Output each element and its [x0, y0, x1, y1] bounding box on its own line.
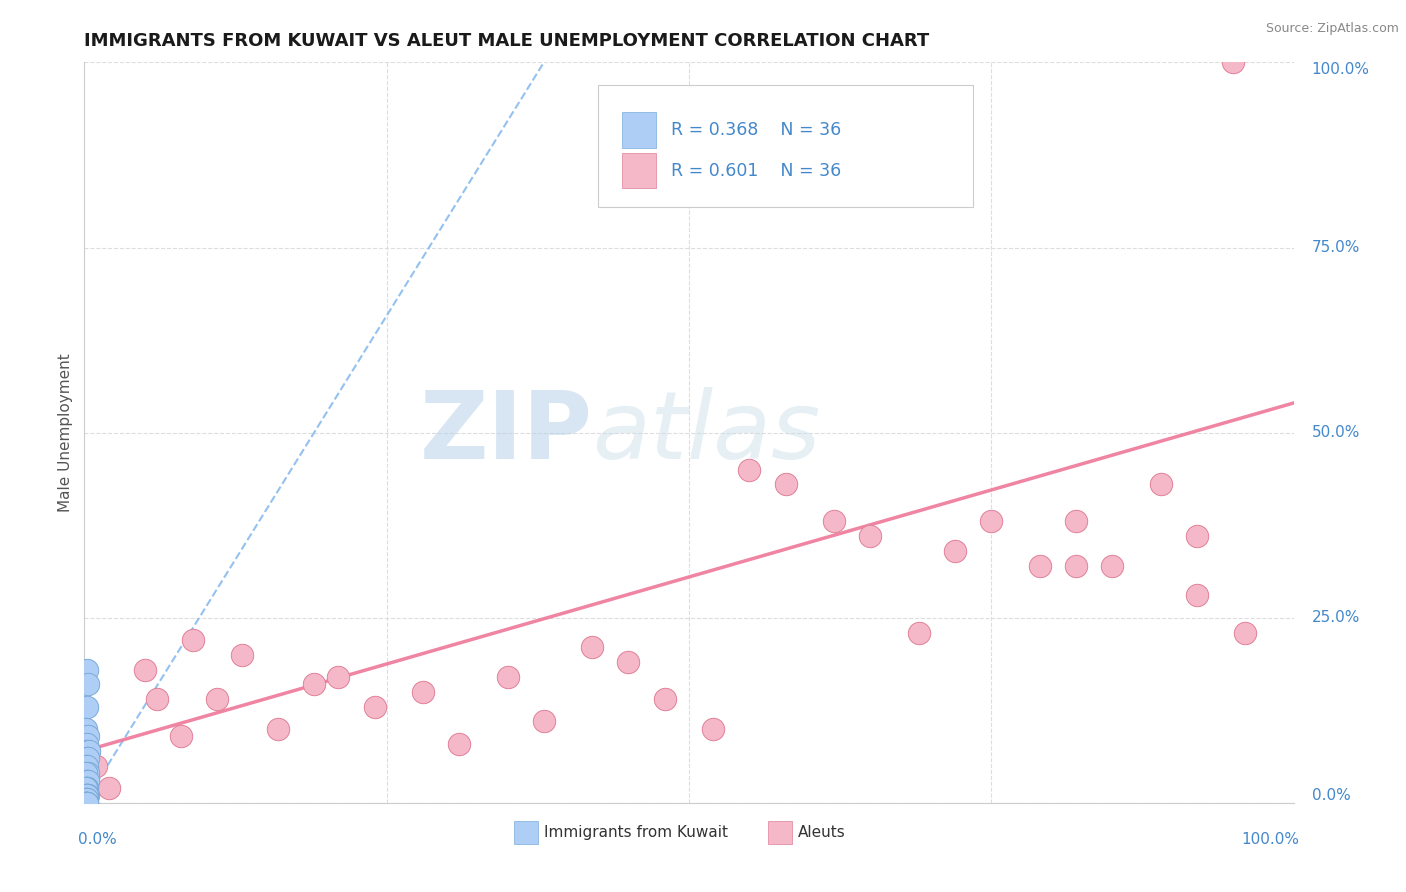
Point: [654, 692, 676, 706]
Text: ZIP: ZIP: [419, 386, 592, 479]
Text: atlas: atlas: [592, 387, 821, 478]
Point: [859, 529, 882, 543]
Text: Immigrants from Kuwait: Immigrants from Kuwait: [544, 825, 728, 840]
Point: [823, 515, 845, 529]
Point: [76, 792, 98, 806]
Point: [76, 773, 98, 788]
Point: [76, 796, 98, 810]
Point: [449, 737, 471, 751]
Point: [496, 670, 519, 684]
Point: [97, 780, 120, 795]
Y-axis label: Male Unemployment: Male Unemployment: [58, 353, 73, 512]
Point: [75, 722, 97, 736]
Point: [943, 544, 966, 558]
Point: [75, 758, 97, 772]
Point: [77, 729, 100, 743]
Point: [181, 632, 204, 647]
Point: [267, 722, 290, 736]
Text: 75.0%: 75.0%: [1312, 240, 1360, 255]
Text: 0.0%: 0.0%: [1312, 788, 1350, 803]
Point: [75, 789, 97, 803]
Point: [76, 758, 98, 772]
Point: [1185, 589, 1208, 603]
Point: [77, 766, 100, 780]
Point: [980, 515, 1002, 529]
Point: [76, 789, 98, 803]
Point: [363, 699, 385, 714]
Point: [76, 796, 98, 810]
Point: [702, 722, 724, 736]
Point: [1028, 558, 1050, 573]
Text: R = 0.368    N = 36: R = 0.368 N = 36: [671, 120, 841, 139]
Text: 0.0%: 0.0%: [79, 832, 117, 847]
Point: [146, 692, 169, 706]
Point: [76, 792, 98, 806]
Point: [1101, 558, 1123, 573]
Point: [1185, 529, 1208, 543]
Point: [76, 796, 98, 810]
Point: [907, 625, 929, 640]
Point: [76, 780, 98, 795]
Text: IMMIGRANTS FROM KUWAIT VS ALEUT MALE UNEMPLOYMENT CORRELATION CHART: IMMIGRANTS FROM KUWAIT VS ALEUT MALE UNE…: [84, 32, 929, 50]
Point: [77, 789, 100, 803]
Point: [775, 477, 797, 491]
Point: [76, 751, 98, 765]
Point: [77, 773, 100, 788]
Point: [1064, 558, 1087, 573]
Point: [75, 744, 97, 758]
Point: [617, 655, 640, 669]
Point: [75, 796, 97, 810]
Point: [76, 663, 98, 677]
Point: [134, 663, 156, 677]
Bar: [623, 153, 657, 188]
Point: [77, 677, 100, 691]
Point: [75, 789, 97, 803]
Text: Source: ZipAtlas.com: Source: ZipAtlas.com: [1265, 22, 1399, 36]
Text: 100.0%: 100.0%: [1241, 832, 1299, 847]
Point: [328, 670, 350, 684]
Point: [1064, 515, 1087, 529]
Text: 25.0%: 25.0%: [1312, 610, 1360, 625]
Point: [1222, 55, 1244, 70]
Point: [231, 648, 253, 662]
Point: [76, 699, 98, 714]
Point: [77, 751, 100, 765]
Text: 50.0%: 50.0%: [1312, 425, 1360, 440]
Point: [1234, 625, 1257, 640]
Bar: [513, 822, 538, 844]
Point: [75, 796, 97, 810]
Point: [75, 766, 97, 780]
Bar: [623, 112, 657, 147]
Point: [75, 796, 97, 810]
Bar: [768, 822, 792, 844]
Point: [581, 640, 603, 655]
Point: [1149, 477, 1171, 491]
Point: [77, 744, 100, 758]
Point: [75, 780, 97, 795]
FancyBboxPatch shape: [599, 85, 973, 207]
Point: [75, 773, 97, 788]
Point: [75, 792, 97, 806]
Point: [412, 685, 434, 699]
Point: [170, 729, 193, 743]
Point: [738, 462, 761, 476]
Point: [533, 714, 555, 729]
Text: 100.0%: 100.0%: [1312, 62, 1369, 78]
Point: [75, 780, 97, 795]
Point: [76, 780, 98, 795]
Point: [76, 737, 98, 751]
Point: [76, 789, 98, 803]
Point: [75, 792, 97, 806]
Text: Aleuts: Aleuts: [797, 825, 845, 840]
Point: [207, 692, 229, 706]
Point: [86, 758, 108, 772]
Text: R = 0.601    N = 36: R = 0.601 N = 36: [671, 161, 841, 179]
Point: [302, 677, 325, 691]
